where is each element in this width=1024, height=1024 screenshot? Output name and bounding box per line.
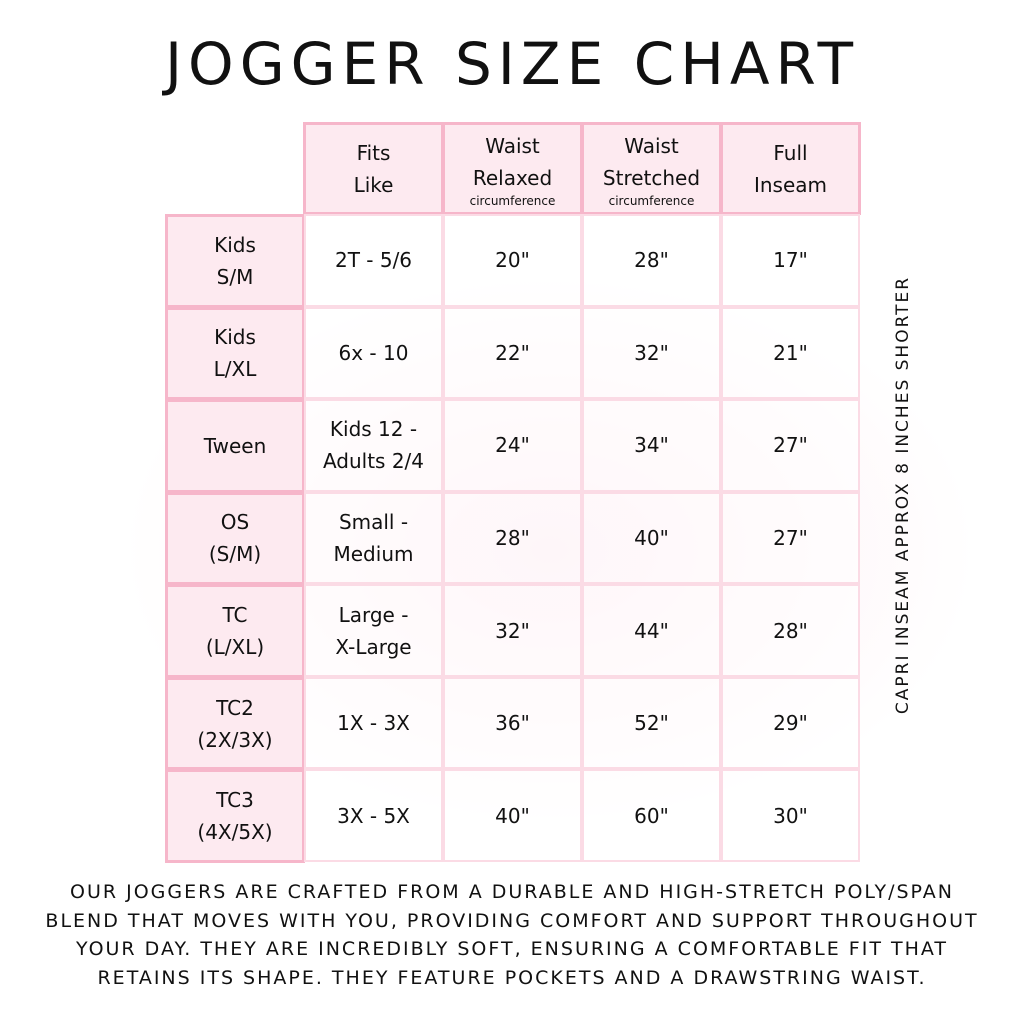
cell-text: (2X/3X) [197,727,273,752]
relaxed-cell: 36" [443,676,582,770]
row-header: TC2 (2X/3X) [165,676,305,771]
cell-text: Adults 2/4 [322,449,425,474]
row-header: TC (L/XL) [165,584,305,678]
relaxed-cell: 40" [443,769,582,862]
cell-text: 17" [773,248,808,273]
stretched-cell: 34" [582,399,721,492]
relaxed-cell: 28" [443,491,582,585]
cell-text: 60" [634,803,669,828]
stretched-cell: 52" [582,676,721,770]
cell-text: circumference [469,193,556,208]
inseam-cell: 28" [721,584,860,677]
row-header: Kids S/M [165,214,305,308]
fits-like-cell: Large - X-Large [304,584,443,677]
cell-text: 34" [634,433,669,458]
cell-text: L/XL [213,357,257,382]
cell-text: Medium [333,541,414,566]
inseam-cell: 17" [721,214,860,307]
cell-text: Relaxed [472,165,553,190]
inseam-cell: 30" [721,769,860,862]
cell-text: 52" [634,711,669,736]
cell-text: 32" [495,618,530,643]
column-header: Waist Stretched circumference [581,122,722,215]
description: Our joggers are crafted from a durable a… [45,881,979,989]
cell-text: Kids [214,325,256,350]
cell-text: 3X - 5X [337,803,410,828]
column-header: Full Inseam [720,122,861,215]
inseam-cell: 29" [721,676,860,770]
fits-like-cell: Small - Medium [304,491,443,585]
cell-text: Like [353,172,394,197]
cell-text: 30" [773,803,808,828]
cell-text: (S/M) [208,542,262,567]
cell-text: (L/XL) [205,635,265,660]
cell-text: TC [222,603,248,628]
cell-text: Small - [338,509,409,534]
row-header: OS (S/M) [165,491,305,586]
fits-like-cell: 1X - 3X [304,676,443,770]
fits-like-cell: 2T - 5/6 [304,214,443,307]
row-header: TC3 (4X/5X) [165,769,305,863]
row-header: Tween [165,399,305,493]
cell-text: circumference [608,193,695,208]
cell-text: 28" [634,248,669,273]
relaxed-cell: 20" [443,214,582,307]
cell-text: 44" [634,618,669,643]
cell-text: 28" [495,525,530,550]
cell-text: S/M [216,264,254,289]
cell-text: 29" [773,711,808,736]
inseam-cell: 27" [721,399,860,492]
cell-text: 20" [495,248,530,273]
cell-text: Kids 12 - [329,417,418,442]
cell-text: 32" [634,340,669,365]
cell-text: 6x - 10 [338,340,409,365]
column-header: Fits Like [303,122,444,215]
stretched-cell: 28" [582,214,721,307]
cell-text: Inseam [753,172,828,197]
stretched-cell: 40" [582,491,721,585]
cell-text: Tween [203,433,267,458]
cell-text: TC2 [216,695,254,720]
row-header: Kids L/XL [165,306,305,401]
relaxed-cell: 24" [443,399,582,492]
cell-text: Full [773,140,808,165]
cell-text: Waist [485,133,540,158]
cell-text: TC3 [216,788,254,813]
page-title: JOGGER SIZE CHART [164,30,860,98]
cell-text: Large - [338,602,409,627]
cell-text: 28" [773,618,808,643]
cell-text: 36" [495,711,530,736]
cell-text: 2T - 5/6 [334,248,413,273]
cell-text: 40" [495,803,530,828]
cell-text: Fits [356,140,391,165]
capri-note: CAPRI INSEAM APPROX 8 INCHES SHORTER [893,275,913,715]
cell-text: OS [220,510,250,535]
cell-text: 22" [495,340,530,365]
cell-text: 27" [773,433,808,458]
inseam-cell: 21" [721,306,860,400]
relaxed-cell: 32" [443,584,582,677]
cell-text: X-Large [335,634,412,659]
cell-text: 27" [773,525,808,550]
cell-text: Waist [624,133,679,158]
cell-text: 21" [773,340,808,365]
stretched-cell: 32" [582,306,721,400]
cell-text: Kids [214,232,256,257]
cell-text: 24" [495,433,530,458]
cell-text: 1X - 3X [337,711,410,736]
fits-like-cell: 3X - 5X [304,769,443,862]
stretched-cell: 44" [582,584,721,677]
fits-like-cell: Kids 12 - Adults 2/4 [304,399,443,492]
column-header: Waist Relaxed circumference [442,122,583,215]
cell-text: 40" [634,525,669,550]
cell-text: (4X/5X) [197,820,273,845]
cell-text: Stretched [602,165,701,190]
fits-like-cell: 6x - 10 [304,306,443,400]
inseam-cell: 27" [721,491,860,585]
relaxed-cell: 22" [443,306,582,400]
stretched-cell: 60" [582,769,721,862]
